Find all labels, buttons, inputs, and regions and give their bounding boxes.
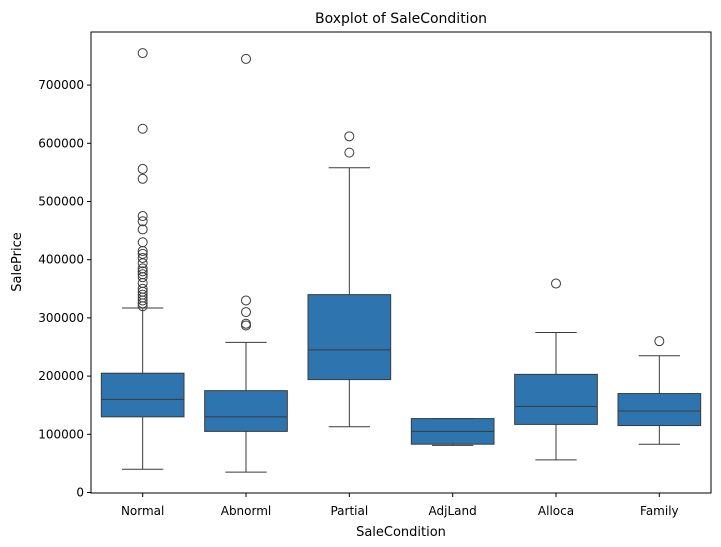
x-axis-label: SaleCondition [356, 525, 446, 540]
y-tick-label: 300000 [38, 311, 84, 325]
outlier-point [137, 272, 148, 283]
y-axis: 0 100000 200000 300000 400000 500000 600000 700… [38, 78, 91, 500]
outlier-point [137, 301, 148, 312]
y-tick-label: 500000 [38, 195, 84, 209]
iqr-box [100, 372, 185, 418]
y-tick-label: 200000 [38, 369, 84, 383]
outlier-point [137, 295, 148, 306]
x-tick-label: Family [640, 504, 679, 518]
iqr-box [514, 373, 598, 425]
outlier-point [344, 147, 355, 158]
outlier-point [137, 258, 148, 269]
x-tick-label: Alloca [538, 504, 574, 518]
iqr-box [204, 390, 288, 432]
y-tick-label: 400000 [38, 253, 84, 267]
x-tick-label: Partial [330, 504, 368, 518]
y-tick-label: 0 [76, 486, 84, 500]
outlier-point [241, 53, 251, 64]
outlier-point [654, 336, 665, 347]
outlier-point [137, 245, 148, 256]
outlier-point [137, 266, 148, 277]
box-group [410, 418, 495, 446]
x-tick-label: Abnorml [221, 504, 272, 518]
y-tick-label: 600000 [38, 136, 84, 150]
plot-frame [90, 31, 712, 494]
outlier-point [137, 48, 148, 59]
outlier-point [241, 295, 251, 306]
outlier-point [137, 123, 148, 134]
x-axis: Normal Abnorml Partial AdjLand Alloca Family [121, 493, 679, 518]
outlier-point [137, 173, 148, 184]
outlier-point [137, 237, 148, 248]
iqr-box [307, 294, 392, 381]
y-axis-label: SalePrice [10, 232, 25, 292]
box-group [307, 131, 392, 428]
x-tick-label: Normal [121, 504, 164, 518]
outlier-point [137, 211, 148, 222]
x-tick-label: AdjLand [429, 504, 477, 518]
plot-area [100, 48, 702, 473]
y-tick-label: 700000 [38, 78, 84, 92]
y-tick-label: 100000 [38, 427, 84, 441]
box-group [514, 278, 598, 461]
box-group [617, 336, 702, 445]
box-group [204, 53, 288, 473]
outlier-point [137, 298, 148, 309]
outlier-point [137, 216, 148, 227]
chart-title: Boxplot of SaleCondition [315, 11, 487, 27]
box-group [100, 48, 185, 470]
outlier-point [344, 131, 355, 142]
outlier-point [241, 307, 251, 318]
outlier-point [137, 224, 148, 235]
outlier-point [551, 278, 561, 289]
iqr-box [617, 393, 702, 427]
outlier-point [241, 320, 251, 331]
outlier-point [137, 163, 148, 174]
outlier-point [137, 252, 148, 263]
